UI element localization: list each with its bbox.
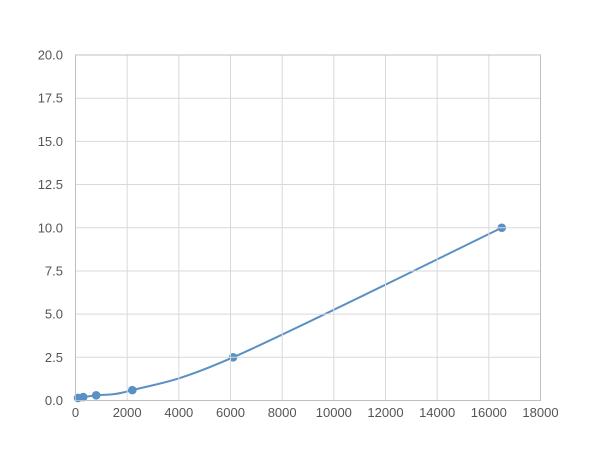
svg-text:16000: 16000 <box>471 405 507 420</box>
svg-text:0: 0 <box>72 405 79 420</box>
svg-text:7.5: 7.5 <box>45 263 63 278</box>
svg-text:4000: 4000 <box>164 405 193 420</box>
svg-text:14000: 14000 <box>419 405 455 420</box>
svg-text:12.5: 12.5 <box>38 177 63 192</box>
svg-text:18000: 18000 <box>522 405 558 420</box>
svg-text:8000: 8000 <box>268 405 297 420</box>
svg-text:6000: 6000 <box>216 405 245 420</box>
svg-text:17.5: 17.5 <box>38 91 63 106</box>
svg-text:2000: 2000 <box>113 405 142 420</box>
svg-text:15.0: 15.0 <box>38 134 63 149</box>
svg-text:20.0: 20.0 <box>38 48 63 63</box>
svg-text:12000: 12000 <box>367 405 403 420</box>
svg-text:10.0: 10.0 <box>38 220 63 235</box>
svg-text:5.0: 5.0 <box>45 307 63 322</box>
svg-text:10000: 10000 <box>316 405 352 420</box>
svg-text:2.5: 2.5 <box>45 350 63 365</box>
svg-text:0.0: 0.0 <box>45 393 63 408</box>
